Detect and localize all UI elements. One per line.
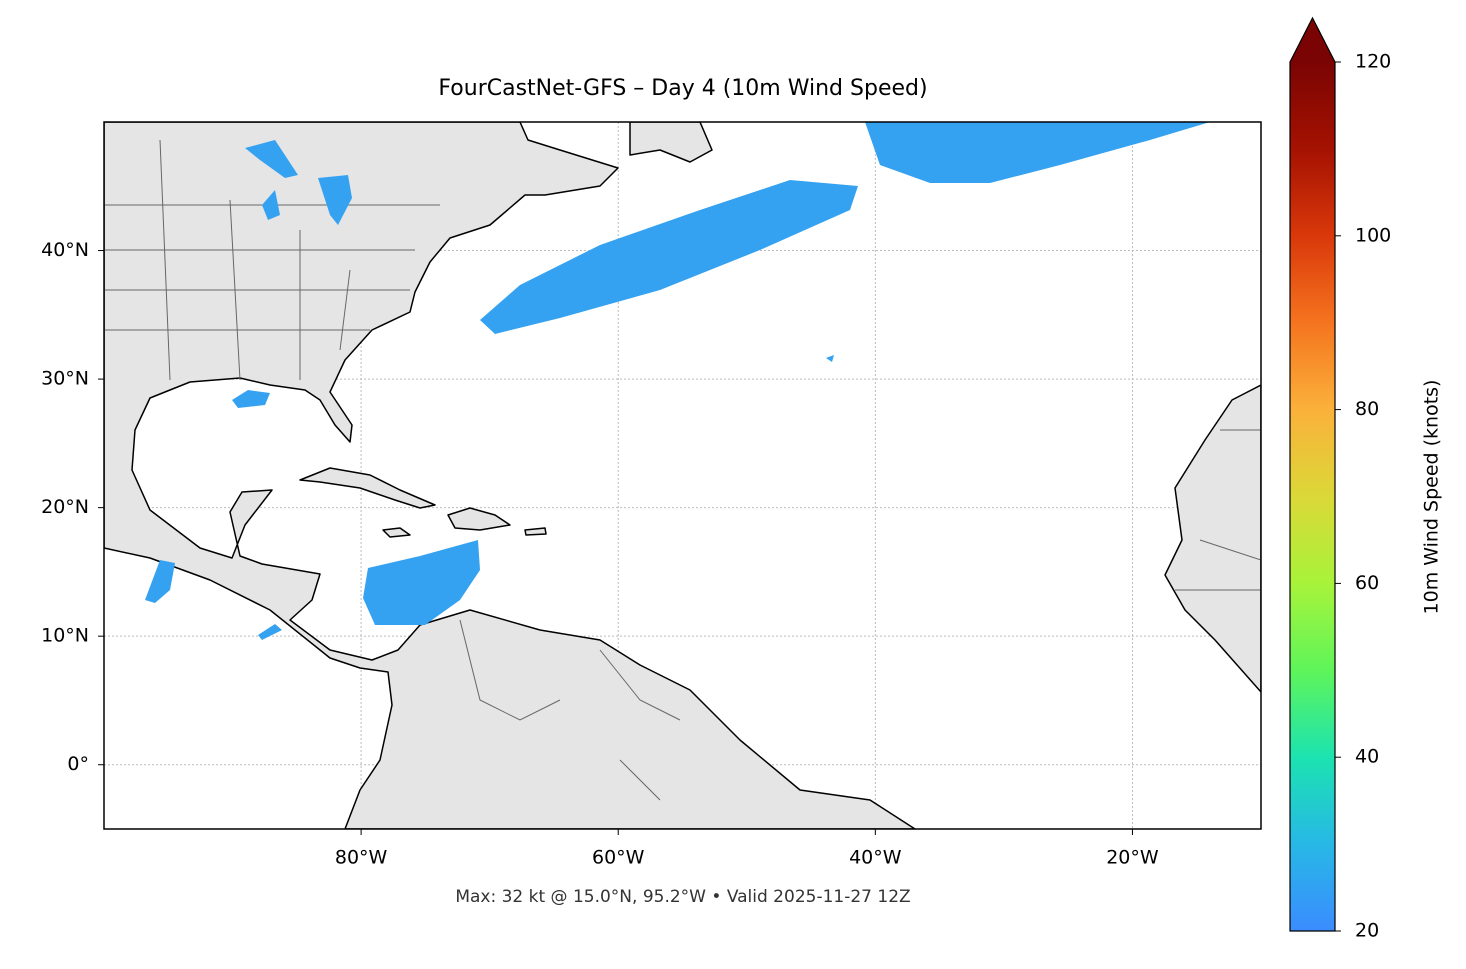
colorbar: 20 40 60 80 100 120 [1289,16,1391,942]
x-tick-label: 20°W [1106,847,1159,869]
colorbar-tick-label: 20 [1355,920,1379,942]
colorbar-label: 10m Wind Speed (knots) [1421,380,1443,615]
colorbar-tick-label: 60 [1355,572,1379,594]
colorbar-fill [1290,62,1335,931]
colorbar-outline [1289,16,1336,932]
y-tick-label: 30°N [41,368,89,390]
x-tick-label: 60°W [592,847,645,869]
colorbar-extend [1290,18,1335,62]
cuba [299,467,436,509]
colorbar-tick-label: 80 [1355,398,1379,420]
x-tick-label: 80°W [335,847,388,869]
americas [104,122,916,829]
newfoundland [629,122,713,163]
colorbar-tick-label: 100 [1355,224,1391,246]
map-layer [104,122,1261,829]
colorbar-tick-label: 120 [1355,51,1391,73]
y-tick-label: 20°N [41,496,89,518]
puerto-rico [524,527,547,536]
axes-frame [103,121,1262,830]
wind-area [363,540,480,625]
chart-title: FourCastNet-GFS – Day 4 (10m Wind Speed) [438,76,927,101]
y-tick-label: 10°N [41,625,89,647]
x-tick-label: 40°W [849,847,902,869]
y-tick-label: 0° [67,753,89,775]
wind-area [865,122,1210,183]
jamaica [382,527,411,538]
africa [1164,384,1261,693]
caption: Max: 32 kt @ 15.0°N, 95.2°W • Valid 2025… [455,887,910,907]
ticks: 80°W 60°W 40°W 20°W 0° 10°N 20°N 30°N 40°N [41,239,1159,868]
colorbar-tick-label: 40 [1355,746,1379,768]
wind-area [480,180,858,334]
y-tick-label: 40°N [41,239,89,261]
hispaniola [447,507,511,531]
